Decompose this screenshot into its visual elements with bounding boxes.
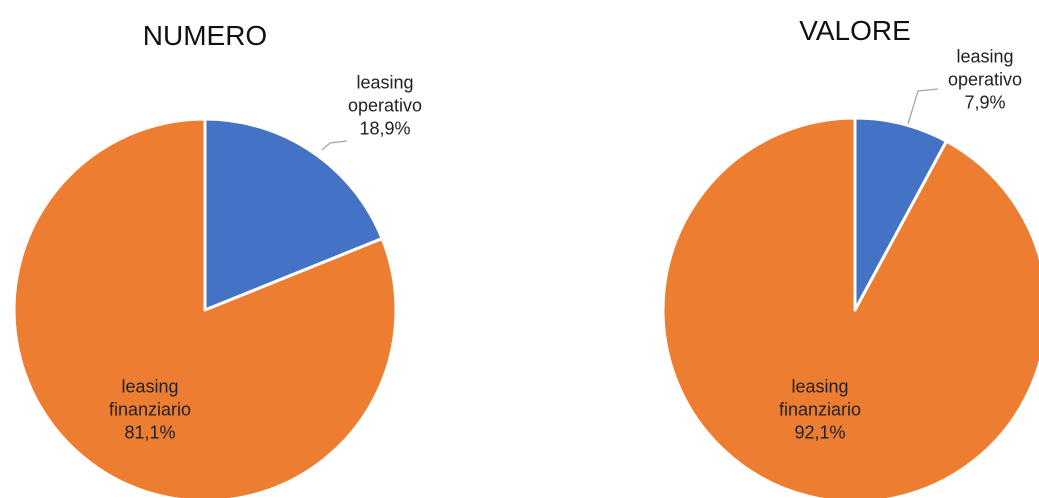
pie-slice [12,117,398,498]
slice-value: 18,9% [359,118,411,139]
chart-title: VALORE [799,15,911,46]
slice-label: leasing finanziario 92,1% [765,376,875,445]
slice-category: leasing finanziario [108,376,192,420]
chart-title: NUMERO [142,20,268,51]
leader-line [321,140,348,151]
leader-line [907,88,939,125]
pie-slice [853,116,948,312]
slice-label: leasing operativo 18,9% [330,72,440,141]
slice-value: 7,9% [964,92,1006,113]
slice-category: leasing operativo [347,72,423,116]
slice-value: 81,1% [124,422,176,443]
slice-value: 92,1% [794,422,846,443]
pie-slice [661,116,1039,498]
slice-label: leasing operativo 7,9% [930,46,1039,115]
pie-slice [203,117,384,312]
slice-category: leasing operativo [947,46,1023,90]
slice-category: leasing finanziario [778,376,862,420]
slice-label: leasing finanziario 81,1% [95,376,205,445]
